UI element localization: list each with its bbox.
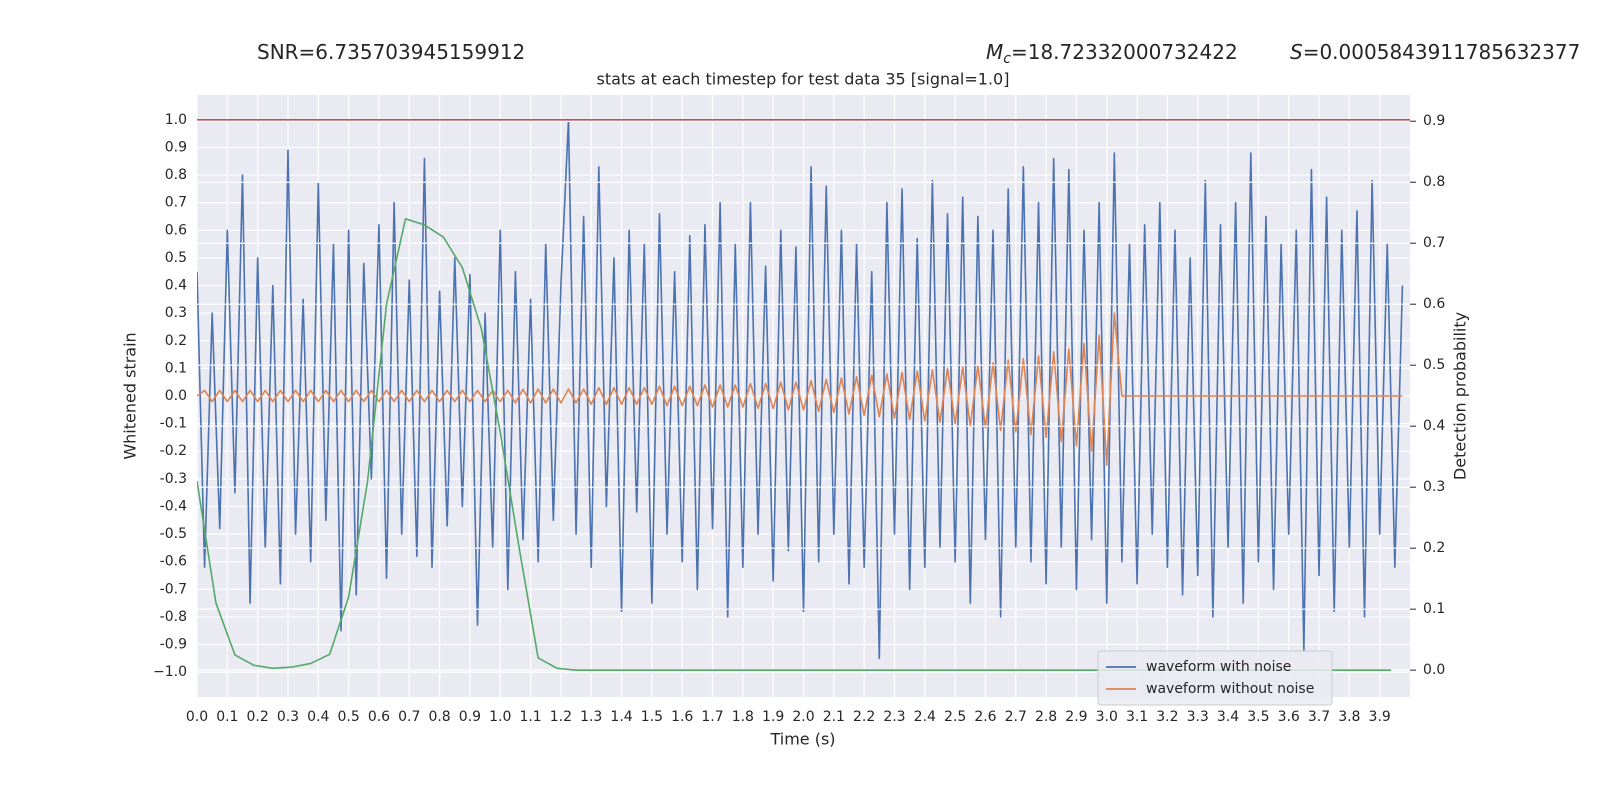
y-tick-label: -0.9 [160, 637, 187, 653]
series-line [197, 312, 1403, 466]
y-tick-label: -0.6 [160, 554, 187, 570]
x-tick-label: 3.9 [1369, 709, 1391, 725]
y2-tick-label: 0.3 [1423, 479, 1445, 495]
x-tick-label: 2.1 [823, 709, 845, 725]
y2-tick-label: 0.6 [1423, 296, 1445, 312]
y-tick-label: 0.8 [165, 167, 187, 183]
y2-tick-label: 0.4 [1423, 418, 1445, 434]
x-tick-label: 3.8 [1338, 709, 1360, 725]
x-tick-label: 0.0 [186, 709, 208, 725]
y-tick-label: -0.5 [160, 526, 187, 542]
y2-axis-label: Detection probability [1451, 312, 1470, 480]
y-tick-label: 0.9 [165, 139, 187, 155]
x-tick-label: 2.7 [1005, 709, 1027, 725]
x-tick-label: 3.6 [1278, 709, 1300, 725]
y-tick-label: -0.8 [160, 609, 187, 625]
x-tick-label: 0.1 [216, 709, 238, 725]
x-tick-label: 0.6 [368, 709, 390, 725]
x-tick-label: 3.4 [1217, 709, 1239, 725]
annotation-subscript: c [1003, 51, 1011, 67]
x-tick-label: 3.0 [1096, 709, 1118, 725]
y-tick-label: -0.4 [160, 498, 187, 514]
y-tick-label: −1.0 [153, 664, 187, 680]
y-tick-label: 0.6 [165, 222, 187, 238]
x-tick-label: 2.6 [974, 709, 996, 725]
y2-tick-label: 0.5 [1423, 357, 1445, 373]
y-tick-label: 1.0 [165, 112, 187, 128]
chart-title: stats at each timestep for test data 35 … [597, 70, 1010, 89]
y2-tick-label: 0.8 [1423, 174, 1445, 190]
x-tick-label: 3.1 [1126, 709, 1148, 725]
x-tick-label: 1.2 [550, 709, 572, 725]
x-tick-label: 1.1 [519, 709, 541, 725]
annotation: SNR=6.735703945159912 [257, 40, 525, 64]
series-line [197, 119, 1404, 660]
x-tick-label: 1.0 [489, 709, 511, 725]
y-tick-label: 0.1 [165, 360, 187, 376]
y-tick-label: 0.2 [165, 333, 187, 349]
y-tick-label: -0.3 [160, 471, 187, 487]
x-tick-label: 3.5 [1247, 709, 1269, 725]
x-tick-label: 3.7 [1308, 709, 1330, 725]
y-tick-label: -0.2 [160, 443, 187, 459]
x-tick-label: 1.5 [641, 709, 663, 725]
x-tick-label: 0.4 [307, 709, 329, 725]
annotation-text: =18.72332000732422 [1011, 40, 1238, 64]
x-tick-label: 0.9 [459, 709, 481, 725]
x-tick-label: 2.5 [944, 709, 966, 725]
y-axis-label: Whitened strain [121, 332, 140, 459]
x-axis-label: Time (s) [769, 730, 835, 749]
y2-tick-label: 0.7 [1423, 235, 1445, 251]
y-tick-label: 0.0 [165, 388, 187, 404]
y2-tick-label: 0.0 [1423, 662, 1445, 678]
annotation-text: =0.0005843911785632377 [1303, 40, 1581, 64]
x-tick-label: 0.7 [398, 709, 420, 725]
y2-tick-label: 0.2 [1423, 540, 1445, 556]
y-tick-label: 0.3 [165, 305, 187, 321]
x-tick-label: 3.3 [1187, 709, 1209, 725]
x-tick-label: 1.6 [671, 709, 693, 725]
legend-label: waveform with noise [1146, 659, 1291, 675]
y-tick-label: 0.5 [165, 250, 187, 266]
legend-box [1097, 650, 1333, 706]
annotation: S=0.0005843911785632377 [1290, 40, 1580, 64]
annotation-symbol: S [1290, 40, 1303, 64]
x-tick-label: 2.8 [1035, 709, 1057, 725]
x-tick-label: 0.2 [247, 709, 269, 725]
x-tick-label: 1.3 [580, 709, 602, 725]
annotation-text: SNR=6.735703945159912 [257, 40, 525, 64]
x-tick-label: 2.4 [914, 709, 936, 725]
x-tick-label: 0.5 [337, 709, 359, 725]
annotation: Mc=18.72332000732422 [986, 40, 1238, 68]
x-tick-label: 2.0 [792, 709, 814, 725]
y-tick-label: 0.7 [165, 195, 187, 211]
x-tick-label: 1.4 [610, 709, 632, 725]
x-tick-label: 2.9 [1065, 709, 1087, 725]
y2-tick-label: 0.1 [1423, 601, 1445, 617]
x-tick-label: 2.2 [853, 709, 875, 725]
legend-label: waveform without noise [1146, 681, 1314, 697]
y-tick-label: -0.7 [160, 581, 187, 597]
y-tick-label: -0.1 [160, 416, 187, 432]
x-tick-label: 1.8 [732, 709, 754, 725]
x-tick-label: 1.7 [701, 709, 723, 725]
y2-tick-label: 0.9 [1423, 113, 1445, 129]
x-tick-label: 0.8 [428, 709, 450, 725]
annotation-symbol: M [986, 40, 1003, 64]
x-tick-label: 3.2 [1156, 709, 1178, 725]
x-tick-label: 2.3 [883, 709, 905, 725]
x-tick-label: 0.3 [277, 709, 299, 725]
x-tick-label: 1.9 [762, 709, 784, 725]
y-tick-label: 0.4 [165, 278, 187, 294]
